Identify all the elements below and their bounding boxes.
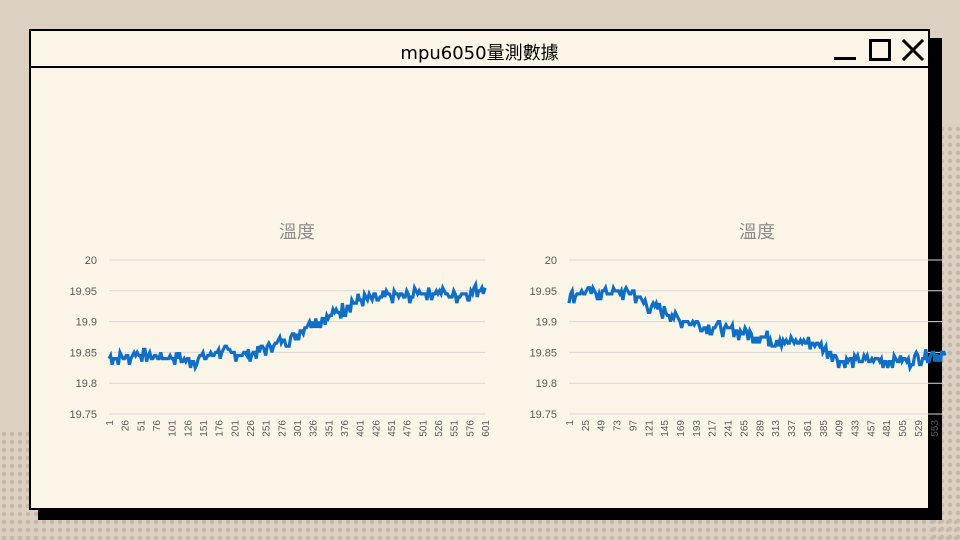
- y-tick-label: 19.95: [69, 286, 97, 298]
- x-tick-label: 97: [628, 420, 639, 432]
- x-tick-label: 409: [835, 420, 846, 437]
- y-tick-label: 20: [85, 255, 97, 267]
- maximize-icon[interactable]: [869, 39, 891, 61]
- minimize-icon[interactable]: [834, 39, 856, 61]
- x-tick-label: 326: [309, 420, 320, 437]
- x-tick-label: 121: [644, 420, 655, 437]
- chart-svg: 溫度 19.75 19.8 19.85 19.9 19.95 20 1 25 49 73 97 121 1…: [529, 222, 947, 437]
- x-tick-label: 385: [819, 420, 830, 437]
- chart-title: 溫度: [279, 222, 315, 243]
- y-tick-label: 19.8: [536, 378, 557, 390]
- x-tick-label: 193: [692, 420, 703, 437]
- y-tick-label: 19.8: [76, 378, 97, 390]
- x-tick-label: 265: [739, 420, 750, 437]
- temperature-chart-1: 溫度 19.75 19.8 19.85 19.9 19.95 20 1 26 51 76 101 126…: [61, 216, 501, 456]
- x-tick-label: 401: [356, 420, 367, 437]
- x-tick-label: 51: [136, 420, 147, 432]
- x-tick-label: 151: [199, 420, 210, 437]
- x-tick-label: 351: [324, 420, 335, 437]
- y-tick-label: 19.85: [69, 347, 97, 359]
- x-tick-label: 501: [418, 420, 429, 437]
- y-tick-label: 19.95: [529, 286, 557, 298]
- x-tick-label: 476: [403, 420, 414, 437]
- title-bar[interactable]: mpu6050量測數據: [31, 31, 928, 68]
- x-tick-label: 201: [230, 420, 241, 437]
- x-tick-label: 576: [465, 420, 476, 437]
- x-tick-label: 457: [866, 420, 877, 437]
- y-tick-label: 19.75: [529, 409, 557, 421]
- x-tick-label: 126: [183, 420, 194, 437]
- x-tick-label: 376: [340, 420, 351, 437]
- x-tick-label: 433: [850, 420, 861, 437]
- x-tick-label: 73: [613, 420, 624, 432]
- x-tick-label: 1: [565, 420, 576, 426]
- x-tick-label: 289: [755, 420, 766, 437]
- x-tick-label: 1: [105, 420, 116, 426]
- y-tick-label: 19.9: [536, 317, 557, 329]
- x-tick-label: 526: [434, 420, 445, 437]
- x-tick-label: 251: [262, 420, 273, 437]
- x-tick-label: 505: [898, 420, 909, 437]
- y-tick-label: 20: [545, 255, 557, 267]
- y-tick-label: 19.9: [76, 317, 97, 329]
- x-tick-label: 553: [930, 420, 941, 437]
- chart-title: 溫度: [739, 222, 775, 243]
- x-tick-label: 101: [168, 420, 179, 437]
- x-tick-label: 426: [371, 420, 382, 437]
- x-tick-label: 451: [387, 420, 398, 437]
- x-tick-label: 481: [882, 420, 893, 437]
- x-tick-label: 145: [660, 420, 671, 437]
- x-tick-label: 25: [581, 420, 592, 432]
- y-tick-label: 19.75: [69, 409, 97, 421]
- dot-pattern-bottom: [0, 518, 960, 540]
- y-tick-label: 19.85: [529, 347, 557, 359]
- x-tick-label: 76: [152, 420, 163, 432]
- x-tick-label: 226: [246, 420, 257, 437]
- x-tick-label: 337: [787, 420, 798, 437]
- x-tick-label: 313: [771, 420, 782, 437]
- x-tick-label: 26: [121, 420, 132, 432]
- x-tick-label: 551: [450, 420, 461, 437]
- x-tick-label: 276: [277, 420, 288, 437]
- temperature-series-line: [567, 283, 947, 373]
- window-title: mpu6050量測數據: [400, 43, 559, 64]
- x-tick-label: 176: [215, 420, 226, 437]
- x-tick-label: 601: [481, 420, 492, 437]
- x-tick-label: 529: [914, 420, 925, 437]
- x-tick-label: 241: [724, 420, 735, 437]
- x-tick-label: 169: [676, 420, 687, 437]
- temperature-chart-2: 溫度 19.75 19.8 19.85 19.9 19.95 20 1 25 49 73 97 121 1…: [521, 216, 960, 456]
- x-tick-label: 361: [803, 420, 814, 437]
- app-window: mpu6050量測數據 溫度 19.75 19.8 19.85 19.9 19.95 20 1…: [29, 29, 947, 510]
- temperature-series-line: [107, 279, 487, 373]
- x-tick-label: 301: [293, 420, 304, 437]
- x-tick-label: 49: [597, 420, 608, 432]
- close-icon[interactable]: [901, 38, 925, 62]
- x-tick-label: 217: [708, 420, 719, 437]
